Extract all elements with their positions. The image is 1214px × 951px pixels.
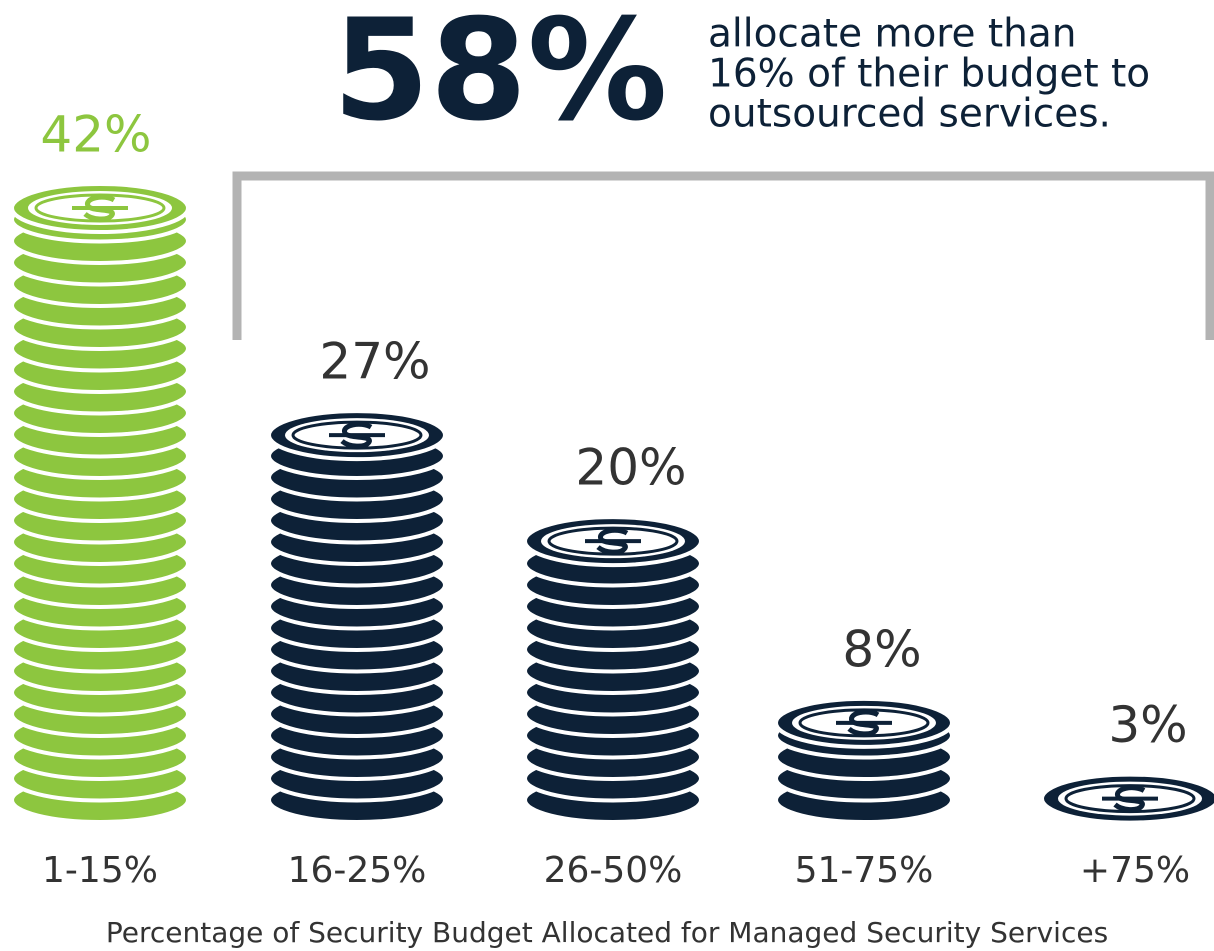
value-label: 27% [319,333,430,391]
headline-text: allocate more than [708,12,1077,57]
coin-stack [1040,772,1214,825]
value-label: 8% [842,620,921,678]
headline-text: 16% of their budget to [708,52,1150,97]
coin-stack [774,696,954,824]
dollar-sign [83,194,116,222]
dollar-sign [847,709,880,737]
headline-text: outsourced services. [708,92,1111,137]
x-tick-label: +75% [1080,850,1190,891]
dollar-sign [340,421,373,449]
dollar-sign [1113,785,1146,813]
value-label: 3% [1108,696,1187,754]
x-tick-label: 51-75% [795,850,934,891]
bracket [232,171,1214,340]
headline: 58% [332,0,667,153]
coin-stack [10,182,190,824]
x-tick-label: 26-50% [544,850,683,891]
dollar-sign [596,527,629,555]
x-tick-label: 16-25% [288,850,427,891]
coin-stack [523,515,703,824]
x-tick-label: 1-15% [42,850,158,891]
coin-stack [267,409,447,824]
value-label: 42% [40,106,151,164]
value-label: 20% [575,439,686,497]
x-axis-label: Percentage of Security Budget Allocated … [106,916,1108,949]
